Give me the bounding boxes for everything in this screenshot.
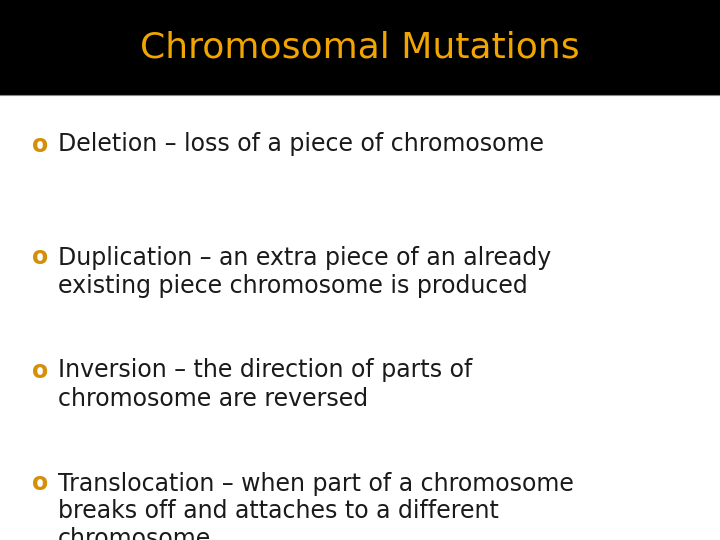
Text: breaks off and attaches to a different: breaks off and attaches to a different bbox=[58, 500, 499, 523]
Text: existing piece chromosome is produced: existing piece chromosome is produced bbox=[58, 273, 528, 298]
Text: chromosome: chromosome bbox=[58, 528, 211, 540]
Text: o: o bbox=[32, 246, 48, 269]
Text: chromosome are reversed: chromosome are reversed bbox=[58, 387, 368, 410]
Text: Inversion – the direction of parts of: Inversion – the direction of parts of bbox=[58, 359, 472, 382]
Text: Duplication – an extra piece of an already: Duplication – an extra piece of an alrea… bbox=[58, 246, 552, 269]
Text: o: o bbox=[32, 471, 48, 496]
Text: Deletion – loss of a piece of chromosome: Deletion – loss of a piece of chromosome bbox=[58, 132, 544, 157]
Text: Chromosomal Mutations: Chromosomal Mutations bbox=[140, 30, 580, 64]
Bar bbox=[0, 0, 720, 94]
Text: o: o bbox=[32, 132, 48, 157]
Text: Translocation – when part of a chromosome: Translocation – when part of a chromosom… bbox=[58, 471, 574, 496]
Text: o: o bbox=[32, 359, 48, 382]
